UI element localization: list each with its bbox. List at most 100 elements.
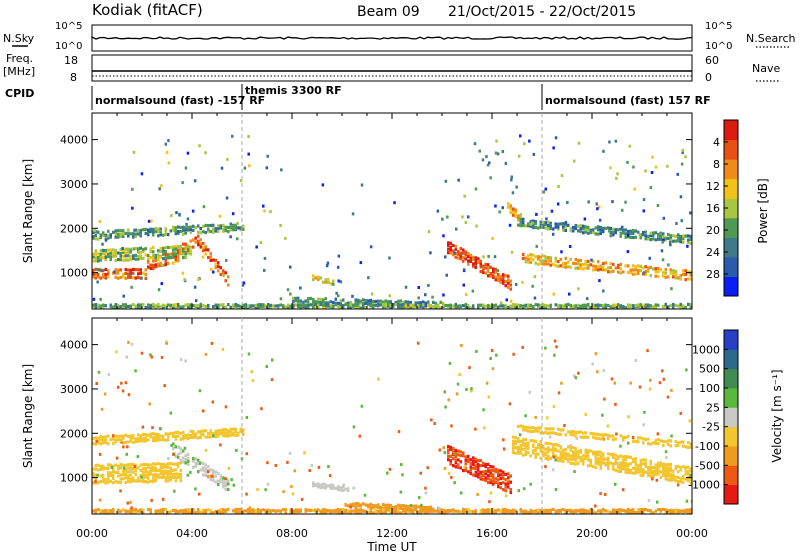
range-gate-cell xyxy=(529,219,532,223)
range-gate-cell xyxy=(599,466,602,470)
range-gate-cell xyxy=(299,303,302,307)
range-gate-cell xyxy=(489,274,492,278)
range-gate-cell xyxy=(482,461,485,465)
range-gate-cell xyxy=(204,473,207,478)
range-gate-cell xyxy=(647,472,650,476)
range-gate-cell xyxy=(324,508,327,512)
range-gate-cell xyxy=(524,425,527,430)
range-gate-cell xyxy=(677,470,680,474)
range-gate-cell xyxy=(152,473,155,477)
range-gate-cell xyxy=(127,258,130,262)
range-gate-cell xyxy=(207,303,210,308)
range-gate-cell xyxy=(169,256,172,260)
range-gate-cell xyxy=(397,302,400,306)
range-gate-cell xyxy=(134,268,137,272)
range-gate-cell xyxy=(292,296,295,300)
range-gate-cell xyxy=(532,258,535,262)
range-gate-cell xyxy=(99,233,102,237)
range-gate-cell xyxy=(524,509,527,513)
range-gate-cell xyxy=(569,303,572,307)
range-gate-cell xyxy=(442,446,445,450)
range-gate-cell xyxy=(175,211,178,215)
range-gate-cell xyxy=(329,509,332,513)
range-gate-cell xyxy=(162,469,165,473)
range-gate-cell xyxy=(257,305,260,309)
range-gate-cell xyxy=(469,253,472,257)
range-gate-cell xyxy=(99,438,102,442)
range-gate-cell xyxy=(549,256,552,260)
range-gate-cell xyxy=(644,237,647,241)
range-gate-cell xyxy=(144,480,147,484)
range-gate-cell xyxy=(604,433,607,437)
range-gate-cell xyxy=(662,439,665,443)
range-gate-cell xyxy=(567,459,570,463)
range-gate-cell xyxy=(424,486,427,490)
range-gate-cell xyxy=(152,436,155,440)
range-gate-cell xyxy=(114,252,117,256)
range-gate-cell xyxy=(572,455,575,459)
range-gate-cell xyxy=(167,510,170,514)
range-gate-cell xyxy=(467,303,470,308)
range-gate-cell xyxy=(517,451,520,455)
range-gate-cell xyxy=(154,255,157,260)
range-gate-cell xyxy=(612,508,615,512)
range-gate-cell xyxy=(447,508,450,513)
range-gate-cell xyxy=(487,395,491,399)
range-gate-cell xyxy=(204,435,207,439)
range-gate-cell xyxy=(149,250,152,254)
range-gate-cell xyxy=(552,227,555,231)
range-gate-cell xyxy=(629,469,632,473)
range-gate-cell xyxy=(637,271,640,275)
range-gate-cell xyxy=(124,476,127,480)
range-gate-cell xyxy=(552,451,555,455)
range-gate-cell xyxy=(464,305,467,309)
range-gate-cell xyxy=(542,190,546,194)
range-gate-cell xyxy=(292,303,295,307)
range-gate-cell xyxy=(527,254,530,258)
range-gate-cell xyxy=(122,469,125,474)
range-gate-cell xyxy=(352,502,355,506)
range-gate-cell xyxy=(487,467,490,471)
colorbar-tick-label: 8 xyxy=(713,158,720,171)
range-gate-cell xyxy=(617,463,620,468)
range-gate-cell xyxy=(479,472,482,476)
range-gate-cell xyxy=(134,228,137,232)
range-gate-cell xyxy=(137,272,140,276)
range-gate-cell xyxy=(377,509,380,513)
colorbar-swatch xyxy=(724,178,738,199)
range-gate-cell xyxy=(259,509,262,513)
range-gate-cell xyxy=(577,461,580,465)
range-gate-cell xyxy=(119,462,122,467)
range-gate-cell xyxy=(579,456,582,460)
range-gate-cell xyxy=(96,280,99,284)
range-gate-cell xyxy=(449,251,452,255)
range-gate-cell xyxy=(104,508,107,513)
range-gate-cell xyxy=(384,510,387,514)
range-gate-cell xyxy=(664,440,667,444)
range-gate-cell xyxy=(539,306,542,309)
range-gate-cell xyxy=(177,249,180,253)
range-gate-cell xyxy=(492,267,495,271)
range-gate-cell xyxy=(557,391,561,395)
range-gate-cell xyxy=(327,509,330,513)
range-gate-cell xyxy=(217,471,220,475)
freq-unit: [MHz] xyxy=(3,65,35,78)
range-gate-cell xyxy=(447,303,450,308)
range-gate-cell xyxy=(139,508,142,512)
range-gate-cell xyxy=(609,234,612,238)
range-gate-cell xyxy=(357,298,360,302)
range-gate-cell xyxy=(219,429,222,433)
range-gate-cell xyxy=(634,439,637,443)
range-gate-cell xyxy=(122,272,125,276)
range-gate-cell xyxy=(552,507,555,511)
range-gate-cell xyxy=(417,304,420,308)
range-gate-cell xyxy=(594,265,597,269)
range-gate-cell xyxy=(687,234,690,238)
range-gate-cell xyxy=(664,236,667,240)
range-gate-cell xyxy=(445,273,448,277)
range-gate-cell xyxy=(217,261,220,265)
range-gate-cell xyxy=(117,434,120,438)
range-gate-cell xyxy=(387,302,390,307)
range-gate-cell xyxy=(482,255,485,259)
